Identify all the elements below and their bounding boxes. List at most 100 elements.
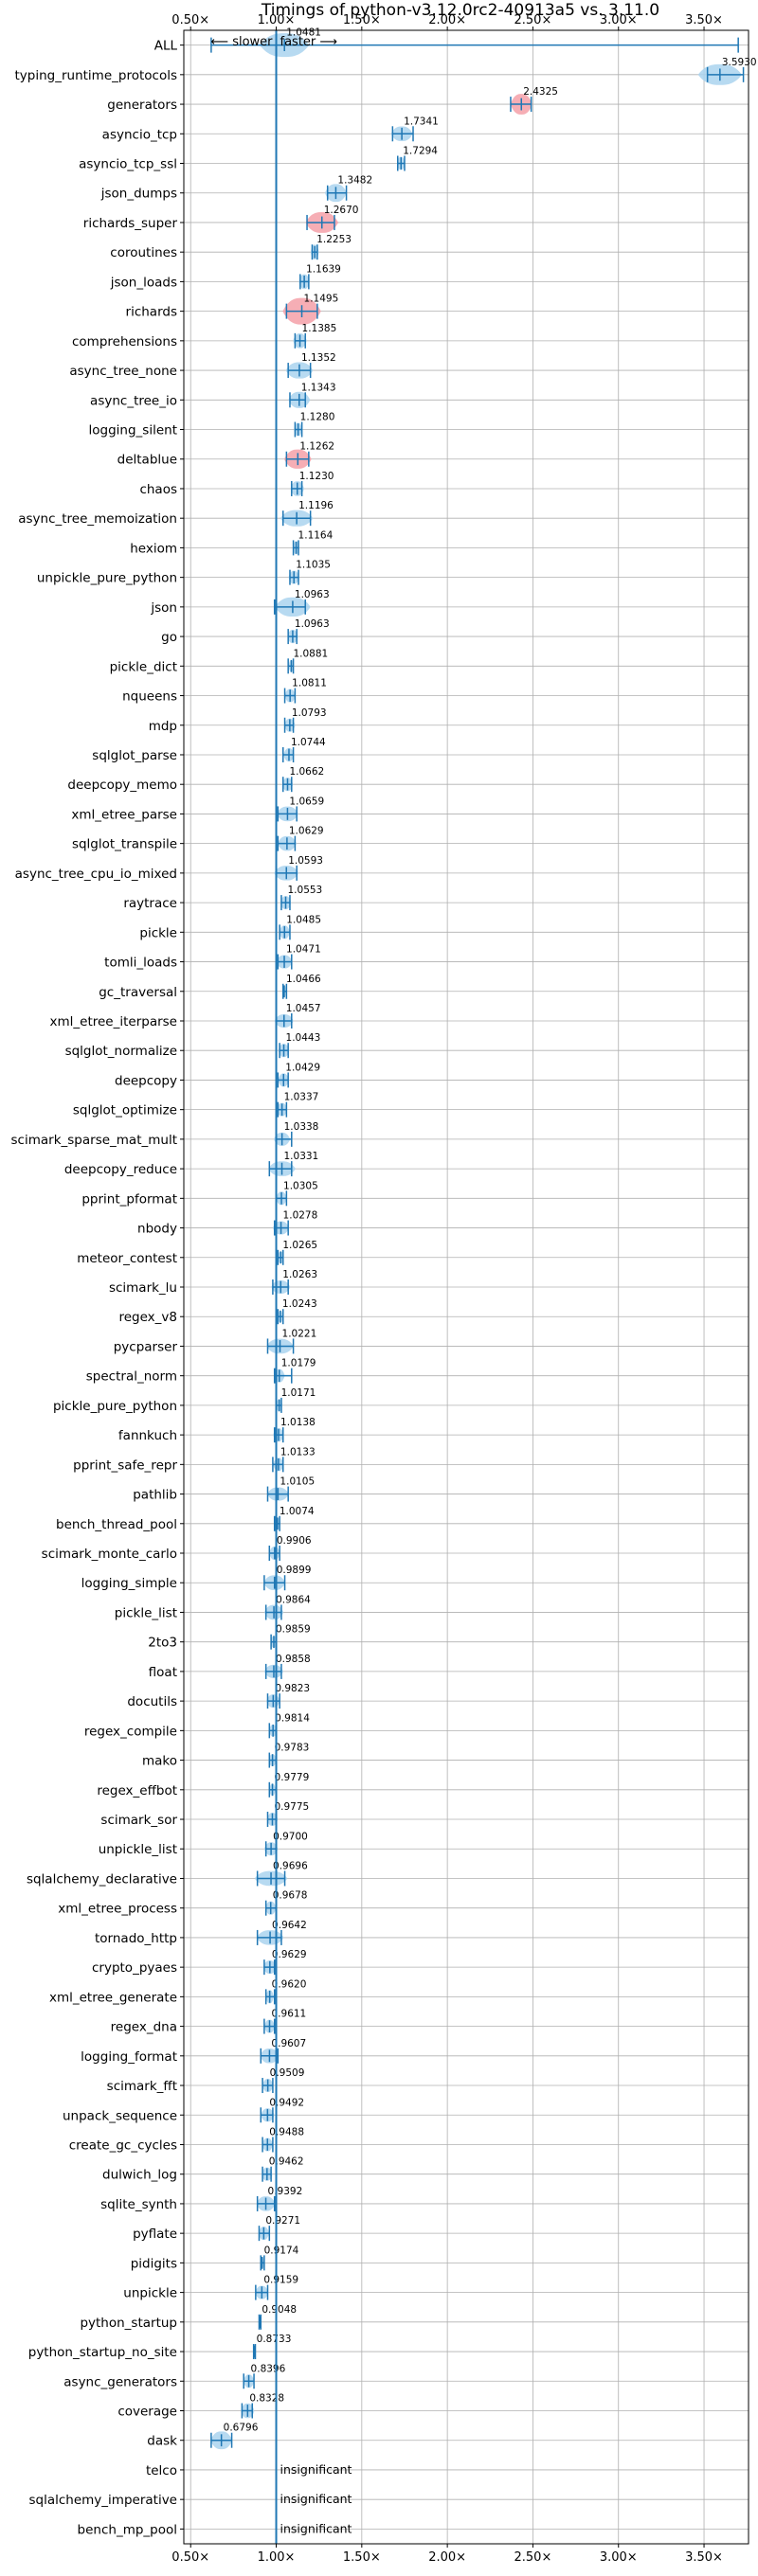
benchmark-label: chaos (139, 482, 177, 497)
value-label: 1.7341 (404, 116, 439, 127)
value-label: 1.0338 (284, 1121, 319, 1133)
benchmark-label: deepcopy_reduce (64, 1162, 177, 1177)
benchmark-label: scimark_monte_carlo (42, 1547, 177, 1562)
value-label: 1.0466 (286, 974, 321, 985)
value-label: 1.0811 (292, 678, 327, 689)
benchmark-label: fannkuch (118, 1428, 177, 1443)
insignificant-label: insignificant (280, 2462, 352, 2477)
value-label: 0.9620 (272, 1978, 307, 1990)
value-label: 0.9864 (276, 1594, 311, 1605)
benchmark-label: ALL (154, 39, 178, 54)
value-label: 1.3482 (337, 175, 372, 187)
faster-direction-label: faster ⟶ (280, 35, 338, 49)
benchmark-label: bench_thread_pool (56, 1517, 177, 1532)
benchmark-label: sqlalchemy_declarative (27, 1871, 177, 1887)
value-label: 1.2253 (316, 234, 352, 245)
top-tick-label: 3.50× (685, 13, 723, 27)
value-label: 1.0105 (280, 1476, 315, 1488)
value-label: 0.9392 (268, 2186, 303, 2197)
benchmark-label: float (149, 1665, 177, 1680)
value-label: 0.9858 (276, 1654, 311, 1665)
value-label: 1.1164 (298, 529, 334, 541)
benchmark-label: async_tree_io (90, 393, 177, 408)
benchmark-label: mako (142, 1754, 177, 1769)
benchmark-label: scimark_sor (100, 1813, 177, 1828)
x-axis-ticks: 0.50× 0.50× 1.00× 1.00× 1.50× 1.50× 2.00× 2.00×… (171, 13, 723, 2565)
benchmark-label: python_startup (80, 2316, 177, 2331)
value-label: 1.0278 (283, 1210, 318, 1222)
benchmark-label: scimark_lu (109, 1280, 177, 1296)
benchmark-label: dulwich_log (102, 2168, 177, 2183)
benchmark-label: pickle (139, 925, 177, 940)
benchmark-label: nbody (137, 1222, 177, 1237)
slower-direction-label: ⟵ slower (210, 35, 273, 49)
plot-frame (183, 29, 749, 2545)
benchmark-label: meteor_contest (77, 1251, 177, 1266)
value-label: 1.1385 (302, 323, 337, 334)
benchmark-label: scimark_fft (107, 2079, 177, 2094)
value-label: 1.0337 (284, 1092, 319, 1103)
value-label: 1.0553 (288, 885, 323, 896)
benchmark-label: coroutines (110, 245, 177, 260)
benchmark-label: deltablue (117, 453, 177, 468)
value-label: 0.9159 (263, 2275, 298, 2286)
value-label: 1.0457 (286, 1003, 321, 1014)
value-label: 0.9492 (269, 2097, 304, 2108)
benchmark-label: unpack_sequence (63, 2108, 177, 2123)
benchmark-label: tornado_http (95, 1931, 177, 1946)
value-label: 1.0793 (292, 707, 327, 719)
benchmark-label: pickle_pure_python (53, 1399, 177, 1414)
value-label: 1.0074 (280, 1506, 315, 1517)
value-label: 1.0963 (295, 589, 330, 600)
value-label: 1.1639 (306, 263, 341, 275)
value-label: 1.0593 (288, 855, 323, 867)
value-label: 0.9462 (269, 2156, 304, 2168)
benchmark-label: generators (107, 98, 177, 113)
value-label: 0.9823 (275, 1683, 310, 1694)
top-tick-label: 1.50× (343, 13, 381, 27)
value-label: 1.0221 (282, 1328, 317, 1339)
benchmark-label: regex_v8 (118, 1310, 177, 1325)
benchmark-label: richards_super (83, 216, 178, 231)
value-label: 1.0263 (282, 1269, 317, 1280)
value-label: 1.0662 (289, 766, 324, 778)
value-label: 0.8396 (251, 2363, 286, 2374)
benchmark-label: sqlglot_transpile (72, 837, 177, 852)
benchmark-label: raytrace (123, 896, 177, 911)
benchmark-label: pyflate (133, 2227, 177, 2242)
benchmark-label: unpickle_list (99, 1842, 177, 1857)
benchmark-label: go (161, 630, 177, 645)
top-tick-label: 2.00× (428, 13, 466, 27)
benchmark-label: comprehensions (72, 334, 177, 349)
value-label: 0.9814 (275, 1712, 310, 1724)
benchmark-label: hexiom (130, 541, 177, 556)
value-label: 1.2670 (324, 205, 359, 216)
value-label: 1.0659 (289, 796, 324, 807)
value-label: 1.0133 (280, 1446, 316, 1458)
value-label: 0.9700 (273, 1831, 308, 1842)
value-label: 1.0331 (284, 1151, 319, 1162)
benchmark-label: create_gc_cycles (69, 2138, 177, 2153)
benchmark-label: 2to3 (148, 1636, 177, 1651)
benchmark-label: gc_traversal (99, 985, 177, 1000)
benchmark-label: deepcopy (115, 1073, 177, 1088)
benchmark-label: pprint_pformat (81, 1191, 177, 1207)
benchmark-label: dask (147, 2434, 177, 2449)
benchmark-label: docutils (127, 1694, 177, 1709)
bottom-tick-label: 1.50× (343, 2550, 381, 2565)
value-label: 1.0485 (286, 914, 321, 925)
value-label: 0.9509 (270, 2067, 305, 2079)
top-tick-label: 0.50× (171, 13, 209, 27)
value-label: 1.0629 (289, 826, 324, 837)
benchmark-label: coverage (117, 2404, 177, 2419)
value-label: 1.7294 (403, 146, 438, 157)
value-label: 1.1280 (300, 412, 335, 423)
top-tick-label: 1.00× (258, 13, 296, 27)
benchmark-label: sqlite_synth (100, 2197, 177, 2212)
value-label: 0.9899 (277, 1565, 312, 1576)
value-label: 0.8328 (249, 2393, 284, 2405)
value-label: 1.0179 (281, 1358, 316, 1369)
top-tick-label: 3.00× (600, 13, 638, 27)
benchmark-label: async_tree_none (69, 364, 177, 379)
benchmark-label: spectral_norm (86, 1369, 177, 1385)
